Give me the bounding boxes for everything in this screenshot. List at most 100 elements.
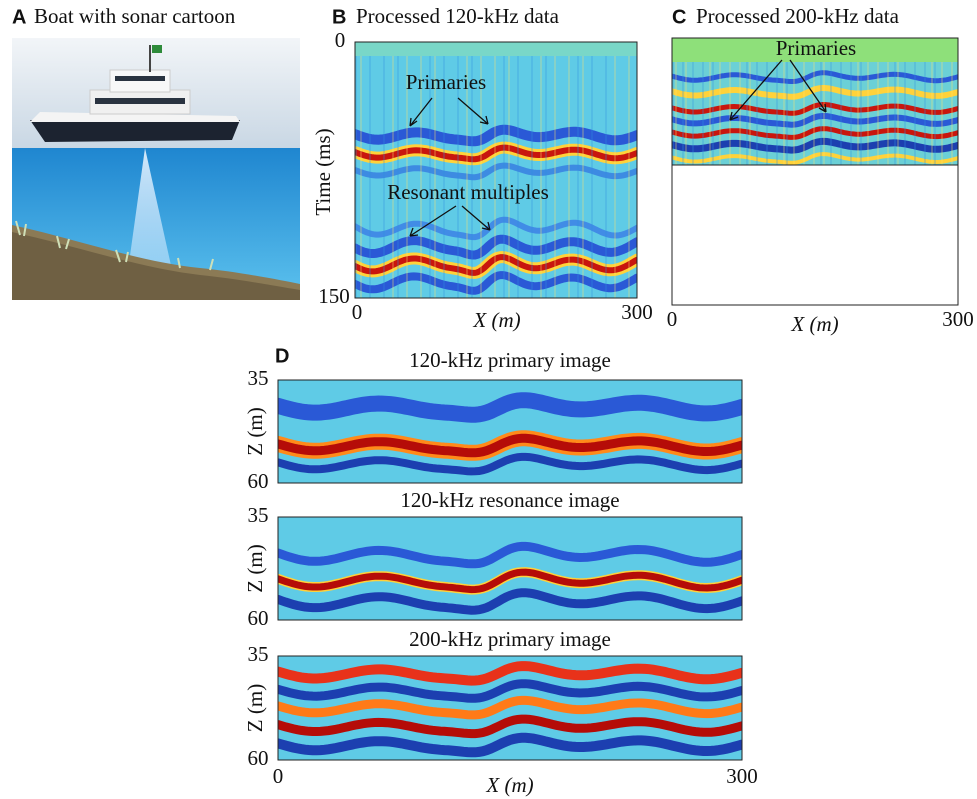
noise [820,60,822,165]
x-axis-label: X (m) [472,308,520,332]
noise [577,42,579,298]
y-axis-label: Time (ms) [311,128,335,215]
noise [360,42,362,298]
noise [850,60,852,165]
noise [951,60,953,165]
noise [628,42,630,298]
noise [605,42,607,298]
noise [904,60,906,165]
noise [702,60,704,165]
subpanels: 120-kHz primary image 35 60 Z (m) 120-kHz re… [243,348,742,770]
annotation: Primaries [406,70,486,94]
x-tick-label: 300 [726,764,758,788]
panel-label: C [672,6,686,28]
y-axis-label: Z (m) [243,407,267,455]
noise [675,60,677,165]
noise [392,42,394,298]
noise [692,60,694,165]
annotation: Resonant multiples [387,180,549,204]
boat-cartoon [12,38,300,300]
panel-title: Processed 120-kHz data [356,4,560,28]
noise [517,42,519,298]
noise [867,60,869,165]
noise [494,42,496,298]
noise [783,60,785,165]
noise [749,60,751,165]
y-tick-label: 60 [248,746,269,770]
noise [931,60,933,165]
x-axis-label: X (m) [790,312,838,336]
subpanel-title: 120-kHz primary image [409,348,611,372]
panel-label: D [275,345,289,367]
x-tick-label: 0 [352,300,363,324]
y-tick-label: 150 [318,284,350,308]
noise [897,60,899,165]
x-tick-label: 300 [621,300,653,324]
noise [397,42,399,298]
seismic-image [278,517,742,620]
water-band [355,42,637,56]
subpanel-title: 200-kHz primary image [409,627,611,651]
noise [793,60,795,165]
noise [756,60,758,165]
y-tick-label: 60 [248,469,269,493]
panel-label: B [332,6,346,28]
noise [823,60,825,165]
noise [934,60,936,165]
y-tick-label: 35 [248,642,269,666]
noise [568,42,570,298]
noise [941,60,943,165]
y-tick-label: 0 [335,28,346,52]
y-tick-label: 35 [248,366,269,390]
noise [739,60,741,165]
noise [830,60,832,165]
y-tick-label: 35 [248,503,269,527]
noise [719,60,721,165]
seismic-image [355,42,637,298]
noise [614,42,616,298]
annotation: Primaries [776,36,856,60]
x-tick-label: 0 [667,307,678,331]
x-axis-label: X (m) [485,773,533,797]
y-axis-label: Z (m) [243,684,267,732]
panel-title: Boat with sonar cartoon [34,4,236,28]
noise [582,42,584,298]
noise [682,60,684,165]
x-tick-label: 300 [942,307,974,331]
noise [540,42,542,298]
seismic-image [278,656,742,760]
noise [887,60,889,165]
noise [894,60,896,165]
noise [924,60,926,165]
seismic-image [278,380,742,483]
figure: A Boat with sonar cartoon B Processed 12… [0,0,977,799]
noise [712,60,714,165]
noise [877,60,879,165]
noise [857,60,859,165]
noise [914,60,916,165]
noise [685,60,687,165]
noise [813,60,815,165]
subpanel-title: 120-kHz resonance image [400,488,619,512]
noise [503,42,505,298]
noise [383,42,385,298]
y-axis-label: Z (m) [243,544,267,592]
noise [369,42,371,298]
noise [860,60,862,165]
noise [786,60,788,165]
panel-title: Processed 200-kHz data [696,4,900,28]
noise [776,60,778,165]
panel-label: A [12,6,26,28]
noise [803,60,805,165]
noise [709,60,711,165]
noise [840,60,842,165]
noise [729,60,731,165]
noise [591,42,593,298]
noise [531,42,533,298]
noise [746,60,748,165]
y-tick-label: 60 [248,606,269,630]
noise [545,42,547,298]
noise [508,42,510,298]
x-tick-label: 0 [273,764,284,788]
noise [554,42,556,298]
